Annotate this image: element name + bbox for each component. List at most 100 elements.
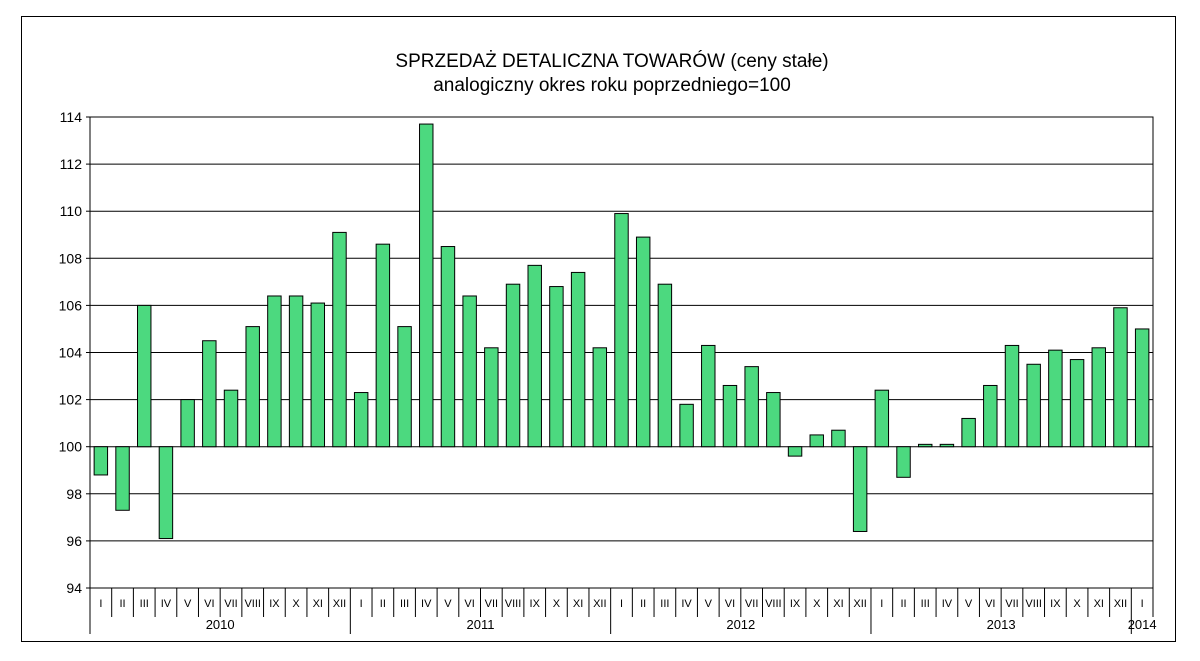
x-tick-label: IV [161, 598, 172, 610]
x-axis: I II III IV V VI VII VIII IX X XI XII I II III IV V VI VII… [89, 588, 1157, 634]
y-axis-ticks: 94 96 98 100 102 104 106 108 110 112 114 [59, 109, 90, 596]
y-tick-label: 96 [66, 533, 82, 549]
x-tick-label: XII [333, 598, 346, 610]
y-tick-label: 114 [60, 109, 83, 125]
bar [939, 443, 955, 448]
bar [917, 443, 933, 448]
x-tick-label: VII [224, 598, 237, 610]
x-tick-label: IX [790, 598, 801, 610]
x-tick-label: V [444, 598, 452, 610]
x-tick-label: IV [421, 598, 432, 610]
year-label: 2012 [726, 617, 755, 632]
x-tick-label: VIII [1025, 598, 1042, 610]
x-tick-label: VI [204, 598, 214, 610]
bar [744, 366, 759, 448]
bar [1134, 328, 1150, 448]
x-tick-label: III [921, 598, 930, 610]
x-tick-label: I [620, 598, 623, 610]
bar [852, 446, 868, 532]
bar [440, 246, 456, 448]
x-tick-label: IX [530, 598, 541, 610]
bar [1004, 344, 1020, 448]
bar [874, 389, 890, 448]
year-label: 2013 [987, 617, 1016, 632]
year-label: 2010 [206, 617, 235, 632]
x-tick-label: VI [464, 598, 474, 610]
bar [353, 392, 369, 448]
y-tick-label: 102 [59, 392, 83, 408]
bar [657, 283, 673, 448]
x-tick-label: XI [313, 598, 323, 610]
bar [202, 340, 217, 448]
bar [137, 304, 152, 448]
y-tick-label: 108 [59, 250, 83, 266]
x-tick-label: IV [942, 598, 953, 610]
bar [462, 295, 477, 448]
chart-subtitle: analogiczny okres roku poprzedniego=100 [433, 75, 791, 96]
bar [592, 347, 608, 448]
x-tick-label: VIII [244, 598, 261, 610]
bar [549, 286, 564, 448]
bar [722, 384, 738, 448]
bar [896, 446, 911, 478]
bar [267, 295, 282, 448]
bars [93, 123, 1150, 540]
bar [484, 347, 499, 448]
x-tick-label: III [660, 598, 669, 610]
bar [332, 231, 347, 448]
bar [1048, 349, 1063, 448]
x-tick-label: X [553, 598, 561, 610]
x-tick-label: XII [593, 598, 606, 610]
y-tick-label: 106 [59, 297, 83, 313]
x-tick-label: VIII [765, 598, 782, 610]
bar [635, 236, 651, 448]
bar [527, 264, 542, 448]
x-tick-label: XII [853, 598, 866, 610]
x-tick-label: IX [269, 598, 280, 610]
bar [614, 213, 629, 448]
bar [787, 446, 803, 457]
x-tick-label: VII [1005, 598, 1018, 610]
x-tick-label: XI [833, 598, 843, 610]
bar [701, 344, 716, 448]
bar [223, 389, 239, 448]
x-tick-label: V [965, 598, 973, 610]
bar [809, 434, 824, 448]
bar [310, 302, 326, 448]
bar [961, 417, 976, 448]
x-tick-label: XI [573, 598, 583, 610]
bar [397, 326, 412, 448]
y-tick-label: 112 [60, 156, 83, 172]
x-tick-label: X [292, 598, 300, 610]
y-tick-label: 100 [59, 439, 83, 455]
x-tick-label: I [99, 598, 102, 610]
chart-frame: SPRZEDAŻ DETALICZNA TOWARÓW (ceny stałe)… [21, 16, 1176, 642]
bar [766, 392, 781, 448]
x-tick-label: I [880, 598, 883, 610]
x-tick-label: III [400, 598, 409, 610]
x-tick-label: III [140, 598, 149, 610]
x-tick-label: VII [485, 598, 498, 610]
y-tick-label: 98 [66, 486, 82, 502]
x-tick-label: II [640, 598, 646, 610]
bar [115, 446, 130, 511]
x-tick-label: XI [1094, 598, 1104, 610]
bar [1069, 359, 1085, 448]
x-tick-label: I [1141, 598, 1144, 610]
bar [1091, 347, 1106, 448]
x-tick-label: VI [725, 598, 735, 610]
bar [419, 123, 434, 448]
bar [1113, 307, 1128, 448]
bar [831, 429, 846, 448]
x-tick-label: VI [985, 598, 995, 610]
bar [375, 243, 391, 448]
bar [245, 326, 260, 448]
bar [288, 295, 304, 448]
year-label: 2014 [1128, 617, 1157, 632]
bar-chart: SPRZEDAŻ DETALICZNA TOWARÓW (ceny stałe)… [59, 50, 1157, 634]
x-tick-label: VIII [505, 598, 522, 610]
bar [983, 384, 998, 448]
x-tick-label: VII [745, 598, 758, 610]
y-tick-label: 110 [60, 203, 83, 219]
x-tick-label: IV [681, 598, 692, 610]
